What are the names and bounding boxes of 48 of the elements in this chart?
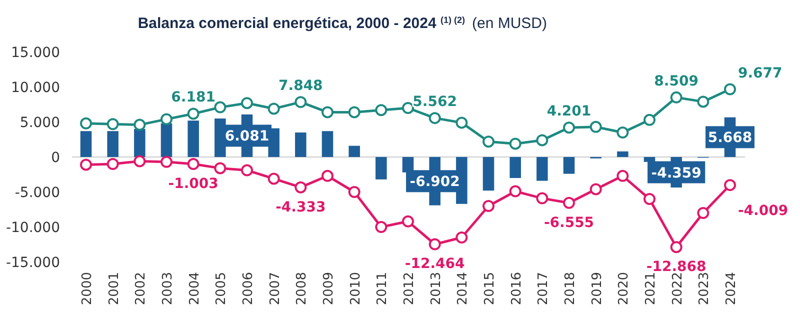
data-label: 7.848 [278, 78, 323, 94]
chart-subtitle: (en MUSD) [472, 15, 548, 32]
x-tick-label: 2002 [134, 272, 149, 306]
x-tick-label: 2024 [724, 272, 739, 306]
x-tick-label: 2020 [616, 272, 632, 306]
data-label: 8.509 [654, 73, 698, 90]
x-tick-label: 2012 [402, 272, 417, 306]
x-tick-label: 2017 [536, 272, 552, 306]
data-label: 6.181 [171, 90, 216, 106]
data-label: -4.333 [276, 199, 326, 216]
x-tick-label: 2005 [214, 272, 230, 306]
y-tick-label: -15.000 [6, 255, 60, 271]
x-tick-label: 2022 [670, 272, 686, 306]
data-label: 9.677 [738, 65, 782, 82]
y-tick-label: 5.000 [20, 115, 60, 131]
data-label: 5.668 [708, 130, 752, 146]
x-tick-label: 2023 [697, 272, 712, 306]
x-tick-label: 2000 [80, 272, 95, 306]
x-tick-label: 2013 [428, 272, 444, 306]
x-tick-label: 2004 [187, 272, 202, 306]
data-label: -4.009 [738, 203, 788, 220]
x-tick-label: 2006 [241, 272, 256, 306]
chart-title: Balanza comercial energética, 2000 - 2024 $^{(1) (2)}$ [138, 15, 465, 32]
data-label: 5.562 [412, 94, 457, 110]
data-label: 4.201 [546, 104, 592, 120]
x-tick-label: 2008 [294, 272, 310, 306]
x-tick-label: 2018 [563, 272, 578, 306]
data-label: -6.902 [410, 174, 460, 190]
y-tick-label: 10.000 [11, 80, 60, 96]
y-tick-label: 0 [51, 150, 60, 166]
y-tick-label: -10.000 [6, 220, 60, 236]
data-label: -1.003 [168, 176, 218, 192]
x-tick-label: 2009 [322, 272, 336, 306]
y-tick-label: 15.000 [11, 45, 60, 61]
x-tick-label: 2010 [348, 272, 364, 306]
data-label: -12.464 [404, 256, 466, 272]
x-tick-label: 2003 [160, 272, 176, 306]
x-tick-label: 2019 [590, 272, 605, 306]
x-tick-label: 2016 [509, 272, 524, 306]
x-tick-label: 2001 [106, 272, 122, 306]
x-tick-label: 2021 [644, 272, 658, 306]
x-tick-label: 2011 [375, 272, 390, 306]
x-tick-label: 2014 [456, 272, 471, 306]
data-label: 6.081 [224, 128, 270, 145]
x-tick-label: 2007 [268, 272, 283, 306]
data-label: -6.555 [544, 214, 594, 231]
x-tick-label: 2015 [482, 272, 498, 306]
y-tick-label: -5.000 [14, 185, 60, 201]
